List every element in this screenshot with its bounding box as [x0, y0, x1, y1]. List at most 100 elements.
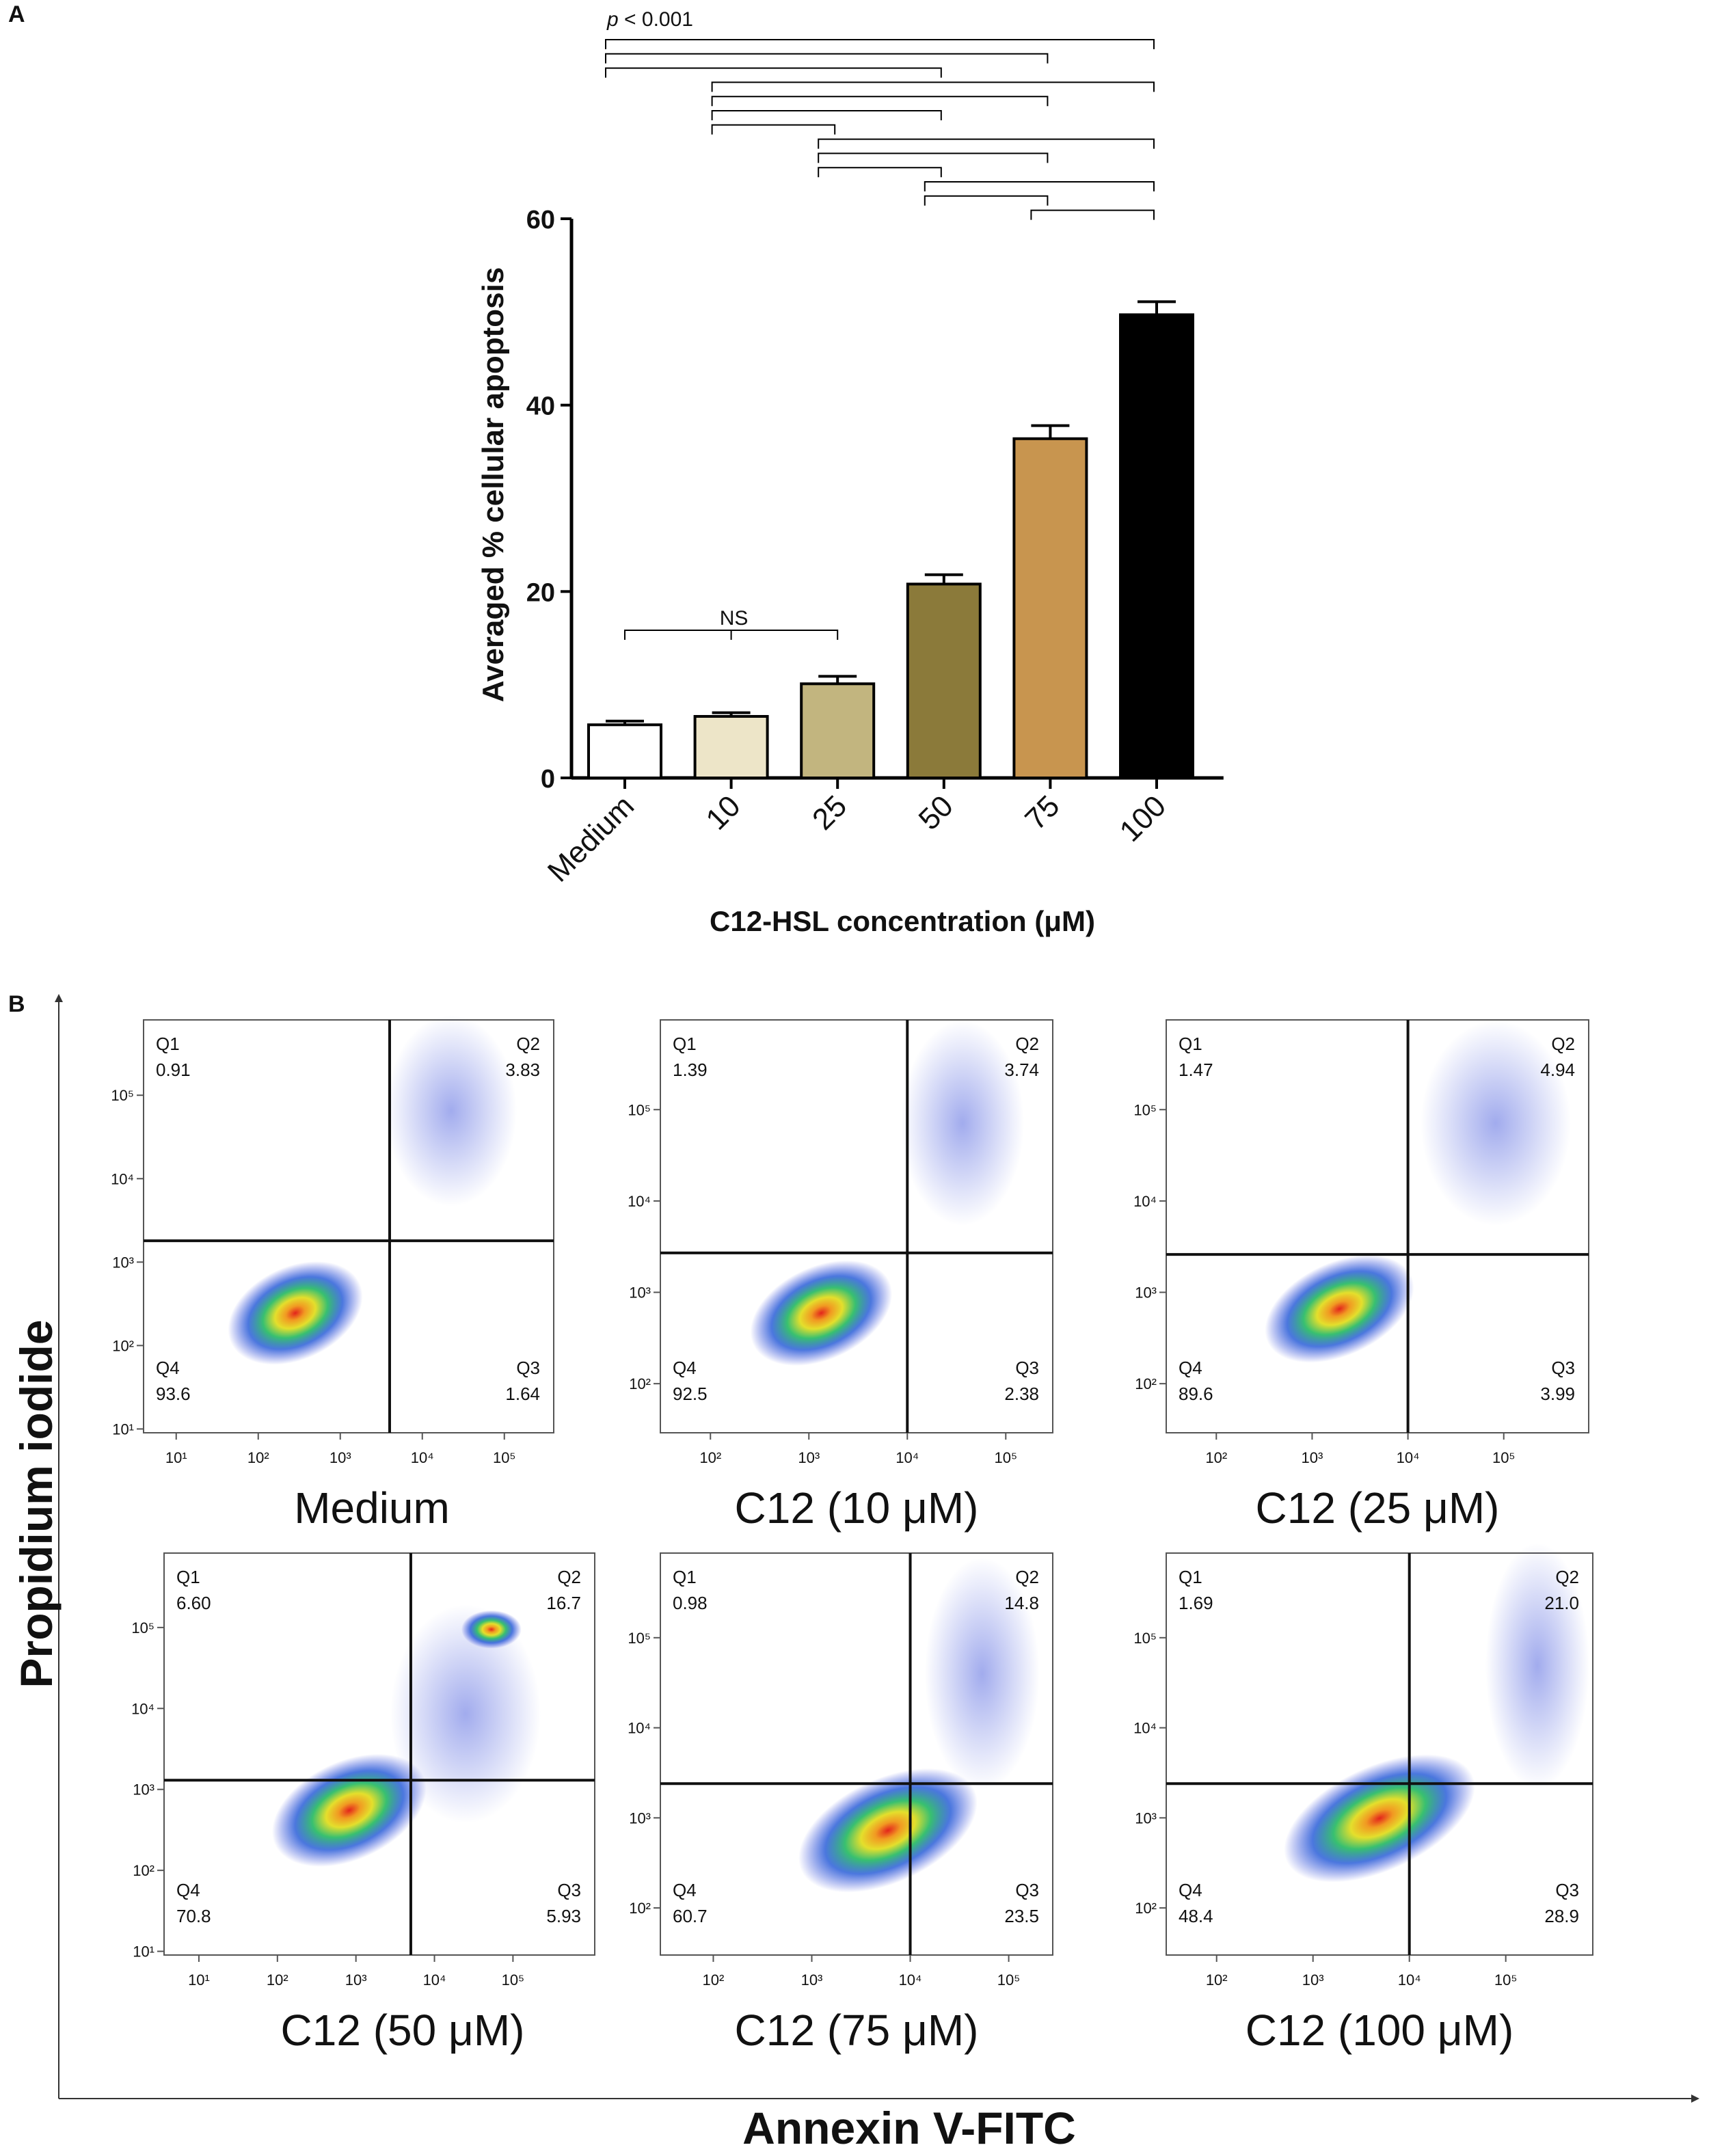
population-density	[924, 1557, 1040, 1790]
quadrant-percent: 28.9	[1544, 1906, 1579, 1926]
quadrant-name: Q4	[673, 1880, 697, 1900]
quadrant-percent: 2.38	[1004, 1384, 1039, 1404]
quadrant-percent: 5.93	[546, 1906, 581, 1926]
y-tick-label: 10⁵	[111, 1087, 134, 1104]
quadrant-name: Q2	[557, 1567, 581, 1587]
quadrant-region	[411, 1780, 595, 1955]
quadrant-name: Q3	[557, 1880, 581, 1900]
quadrant-name: Q1	[673, 1034, 697, 1054]
significance-bracket	[605, 67, 942, 78]
significance-bracket	[818, 152, 1049, 163]
panel-label: A	[8, 1, 25, 27]
shared-y-label: Propidium iodide	[11, 1320, 62, 1688]
plot-title: C12 (25 μM)	[1256, 1483, 1500, 1533]
quadrant-percent: 0.91	[156, 1060, 191, 1080]
y-tick-label: 10⁴	[1133, 1193, 1157, 1210]
bar	[1012, 437, 1088, 779]
y-tick-label: 20	[526, 578, 555, 607]
quadrant-region	[164, 1780, 411, 1955]
quadrant-name: Q2	[1551, 1034, 1575, 1054]
population-density	[750, 1260, 893, 1366]
x-tick-label: 10⁴	[896, 1449, 919, 1466]
quadrant-region	[907, 1020, 1053, 1253]
quadrant-name: Q3	[1551, 1358, 1575, 1378]
x-tick-label: 10⁵	[502, 1971, 525, 1989]
significance-bracket	[924, 195, 1049, 206]
quadrant-percent: 3.83	[505, 1060, 540, 1080]
significance-bracket	[711, 110, 942, 120]
quadrant-name: Q1	[176, 1567, 200, 1587]
y-tick-label: 10²	[112, 1337, 134, 1354]
y-tick-label: 10⁴	[1133, 1720, 1157, 1737]
x-tick-label: 10³	[1302, 1971, 1324, 1989]
y-tick-label: 40	[526, 392, 555, 421]
quadrant-percent: 6.60	[176, 1593, 211, 1613]
plot-title: Medium	[294, 1483, 450, 1533]
x-tick-label: 10⁴	[1397, 1449, 1420, 1466]
quadrant-name: Q3	[516, 1358, 540, 1378]
quadrant-percent: 21.0	[1544, 1593, 1579, 1613]
x-tick-label: 10²	[1205, 1449, 1227, 1466]
significance-bracket	[711, 96, 1049, 107]
quadrant-region	[1410, 1783, 1593, 1955]
x-tick-label: 10⁵	[1494, 1971, 1518, 1989]
x-tick-label: 10⁵	[1492, 1449, 1516, 1466]
significance-p: p	[606, 8, 619, 31]
quadrant-name: Q4	[673, 1358, 697, 1378]
significance-bracket	[711, 81, 1155, 92]
x-tick-label: 10³	[345, 1971, 367, 1989]
y-tick-label: 10²	[629, 1375, 651, 1392]
y-tick-label: 0	[541, 765, 555, 794]
x-tick-label: 10⁴	[423, 1971, 446, 1989]
x-tick-label: 10²	[1206, 1971, 1228, 1989]
quadrant-name: Q4	[1179, 1880, 1202, 1900]
quadrant-percent: 14.8	[1004, 1593, 1039, 1613]
quadrant-region	[1166, 1020, 1408, 1254]
population-density	[1265, 1255, 1414, 1363]
quadrant-name: Q4	[156, 1358, 180, 1378]
quadrant-region	[1166, 1553, 1410, 1783]
significance-text: < 0.001	[624, 8, 693, 31]
x-tick-label: 10⁴	[1398, 1971, 1421, 1989]
x-tick-label: 10⁴	[899, 1971, 922, 1989]
quadrant-percent: 3.74	[1004, 1060, 1039, 1080]
quadrant-name: Q3	[1015, 1880, 1039, 1900]
y-tick-label: 10³	[629, 1284, 651, 1302]
y-tick-label: 10¹	[112, 1420, 134, 1438]
x-tick-label: 10²	[699, 1449, 721, 1466]
quadrant-region	[911, 1783, 1053, 1955]
x-axis-label: C12-HSL concentration (μM)	[710, 905, 1095, 937]
plot-title: C12 (75 μM)	[735, 2006, 979, 2055]
x-tick-label: 75	[1019, 789, 1066, 836]
significance-bracket	[818, 138, 1155, 149]
x-tick-label: 10²	[247, 1449, 269, 1466]
quadrant-region	[907, 1253, 1053, 1433]
significance-bracket	[605, 53, 1049, 64]
y-tick-label: 10²	[133, 1862, 154, 1879]
y-tick-label: 10²	[1135, 1900, 1157, 1917]
x-tick-label: 100	[1114, 789, 1173, 848]
y-tick-label: 10³	[133, 1781, 154, 1798]
population-density	[798, 1768, 978, 1893]
quadrant-region	[660, 1553, 911, 1783]
quadrant-region	[164, 1553, 411, 1780]
x-tick-label: 10⁵	[994, 1449, 1017, 1466]
x-tick-label: Medium	[541, 789, 641, 888]
significance-bracket	[924, 181, 1155, 191]
quadrant-name: Q2	[516, 1034, 540, 1054]
population-density	[228, 1261, 363, 1365]
quadrant-percent: 3.99	[1540, 1384, 1575, 1404]
quadrant-percent: 93.6	[156, 1384, 191, 1404]
plot-title: C12 (50 μM)	[281, 2006, 525, 2055]
quadrant-name: Q2	[1555, 1567, 1579, 1587]
x-tick-label: 10³	[1302, 1449, 1323, 1466]
significance-bracket	[711, 124, 836, 135]
population-density	[1284, 1754, 1475, 1883]
y-tick-label: 10⁴	[111, 1170, 134, 1187]
bar	[906, 582, 982, 780]
x-tick-label: 10²	[703, 1971, 725, 1989]
y-tick-label: 10²	[1135, 1375, 1157, 1392]
quadrant-name: Q3	[1015, 1358, 1039, 1378]
x-tick-label: 50	[913, 789, 960, 836]
